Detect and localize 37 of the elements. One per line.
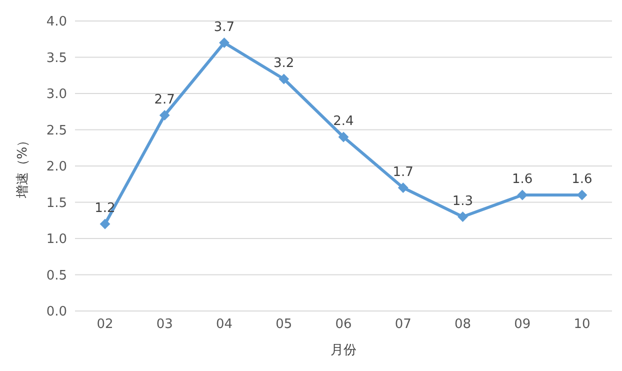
point — [517, 190, 528, 200]
text: 4.0 — [46, 14, 67, 30]
point — [160, 110, 170, 120]
text: 3.5 — [46, 50, 67, 66]
x-tick-label: 04 — [216, 317, 233, 332]
point — [577, 190, 587, 200]
text: 2.0 — [46, 160, 67, 175]
x-tick-label: 06 — [335, 317, 352, 332]
data-label: 3.2 — [274, 56, 294, 71]
data-label: 1.6 — [572, 172, 592, 187]
x-tick-label: 07 — [394, 317, 412, 332]
text: 1.0 — [46, 232, 67, 248]
data-label: 1.7 — [392, 164, 414, 180]
data-label: 1.6 — [512, 172, 533, 187]
text: 2.5 — [46, 123, 67, 138]
text: 0.5 — [46, 268, 67, 284]
data-label: 2.7 — [154, 92, 175, 108]
data-label: 3.7 — [214, 20, 235, 35]
y-axis-title: 增速（%） — [16, 134, 31, 200]
text: 1.5 — [46, 196, 67, 211]
text: 0.0 — [46, 304, 67, 320]
x-tick-label: 09 — [514, 317, 531, 332]
point — [398, 182, 408, 193]
x-tick-label: 05 — [276, 317, 292, 332]
x-tick-label: 10 — [574, 317, 590, 332]
x-tick-label: 08 — [454, 317, 472, 332]
data-label: 1.3 — [452, 194, 474, 209]
point — [100, 219, 110, 229]
point — [278, 74, 289, 84]
text: 3.0 — [46, 87, 67, 102]
point — [458, 212, 468, 222]
x-tick-label: 02 — [96, 317, 114, 332]
x-tick-label: 03 — [156, 317, 173, 332]
data-label: 2.4 — [333, 114, 354, 129]
x-axis-title: 月份 — [330, 343, 356, 358]
point — [338, 132, 348, 142]
point — [219, 38, 230, 48]
